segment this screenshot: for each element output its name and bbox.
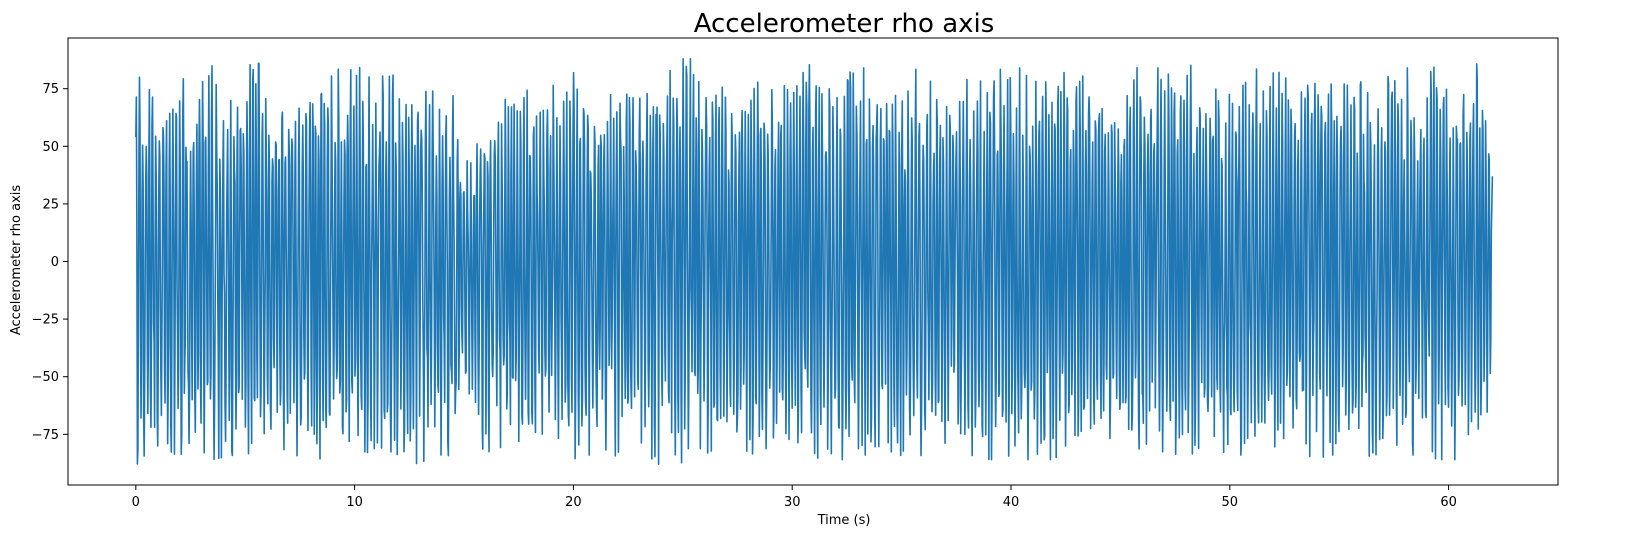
plot-area xyxy=(67,37,1559,486)
chart-title: Accelerometer rho axis xyxy=(694,9,995,39)
x-tick-label: 10 xyxy=(346,495,363,510)
y-tick-label: −75 xyxy=(32,428,59,443)
x-tick-label: 30 xyxy=(784,495,801,510)
y-axis-label: Accelerometer rho axis xyxy=(9,185,24,336)
x-tick-label: 20 xyxy=(565,495,582,510)
x-tick-label: 60 xyxy=(1440,495,1457,510)
y-axis-ticks: −75 −50 −25 0 25 50 75 xyxy=(32,82,68,443)
x-axis-label: Time (s) xyxy=(817,513,871,528)
series-line xyxy=(135,57,1494,466)
y-tick-label: −25 xyxy=(32,313,59,328)
x-tick-label: 40 xyxy=(1003,495,1020,510)
y-tick-label: −50 xyxy=(32,370,59,385)
y-tick-label: 25 xyxy=(42,197,59,212)
x-tick-label: 50 xyxy=(1222,495,1239,510)
x-axis-ticks: 0 10 20 30 40 50 60 xyxy=(132,485,1457,510)
y-tick-label: 50 xyxy=(42,140,59,155)
x-tick-label: 0 xyxy=(132,495,140,510)
y-tick-label: 75 xyxy=(42,82,59,97)
y-tick-label: 0 xyxy=(51,255,59,270)
series-layer xyxy=(135,57,1494,466)
